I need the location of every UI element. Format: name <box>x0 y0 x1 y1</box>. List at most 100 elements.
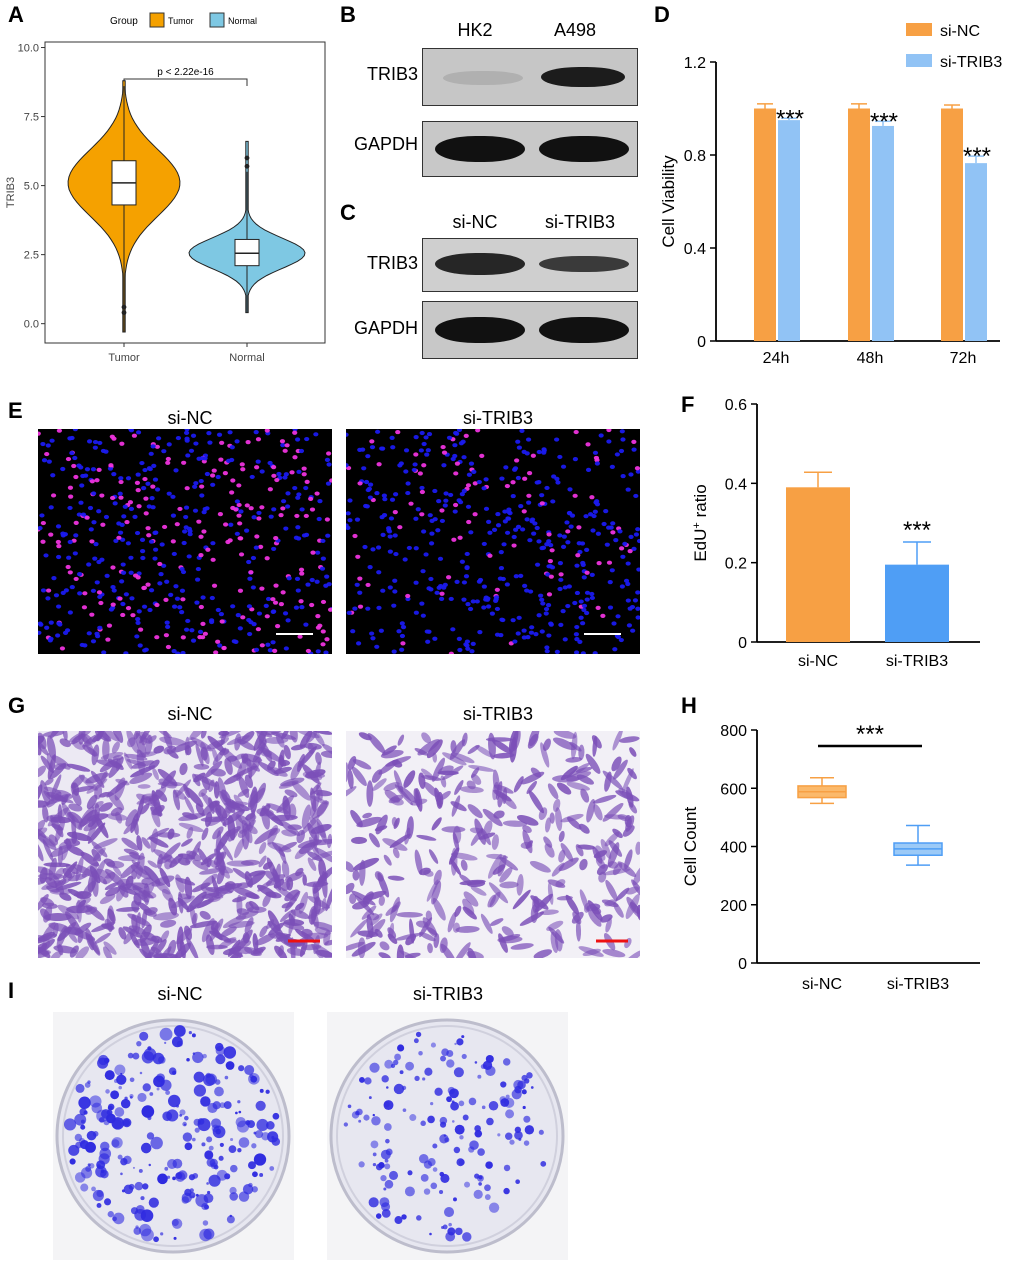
cell-nucleus <box>626 623 633 628</box>
cell-nucleus <box>419 601 425 606</box>
cell-nucleus <box>585 467 592 472</box>
colony <box>453 1067 464 1078</box>
stained-cell <box>374 871 384 882</box>
stained-cell <box>72 785 94 793</box>
stained-cell <box>38 765 46 778</box>
cell-nucleus <box>118 476 124 481</box>
colony <box>229 1186 237 1195</box>
bar-si-nc-24h <box>754 108 776 341</box>
cell-nucleus <box>441 463 447 468</box>
stained-cell <box>46 791 68 803</box>
cell-nucleus <box>505 516 512 521</box>
colony <box>450 1101 459 1111</box>
colony <box>505 1094 510 1099</box>
stained-cell <box>288 913 295 926</box>
cell-nucleus <box>259 643 265 648</box>
stained-cell <box>314 926 332 936</box>
cell-nucleus <box>539 629 545 634</box>
cell-nucleus <box>620 554 626 559</box>
edu-image-si-nc <box>38 429 332 654</box>
cell-nucleus <box>219 619 225 624</box>
cell-nucleus <box>153 547 159 552</box>
y-axis-title: Cell Count <box>681 807 700 887</box>
colony <box>111 1137 123 1149</box>
cell-nucleus <box>217 512 224 517</box>
cell-nucleus <box>477 630 483 635</box>
cell-nucleus <box>415 507 421 512</box>
cell-nucleus <box>190 638 197 643</box>
stained-cell <box>442 765 464 781</box>
cell-nucleus <box>142 467 148 473</box>
stained-cell <box>175 877 196 886</box>
stained-cell <box>185 787 204 808</box>
stained-cell <box>565 757 583 763</box>
outlier-point <box>244 155 250 161</box>
colony <box>78 1138 86 1145</box>
cell-nucleus <box>303 485 309 491</box>
cell-nucleus <box>504 483 510 489</box>
cell-nucleus <box>461 597 467 602</box>
cell-nucleus <box>195 566 201 572</box>
panel-label-d: D <box>654 2 670 27</box>
cell-nucleus <box>464 551 470 557</box>
colony <box>402 1108 407 1112</box>
cell-nucleus <box>600 613 606 618</box>
stained-cell <box>522 825 532 834</box>
stained-cell <box>602 802 624 822</box>
cell-nucleus <box>272 600 279 605</box>
colony <box>474 1061 478 1064</box>
colony <box>416 1215 422 1221</box>
cell-nucleus <box>67 436 73 441</box>
stained-cell <box>55 881 82 891</box>
stained-cell <box>542 738 551 751</box>
cell-nucleus <box>620 473 626 479</box>
stained-cell <box>38 735 45 746</box>
colony <box>237 1100 241 1104</box>
colony <box>110 1090 120 1100</box>
stained-cell <box>157 854 173 865</box>
stained-cell <box>489 891 501 908</box>
stained-cell <box>468 765 495 772</box>
cell-nucleus <box>92 439 99 445</box>
colony <box>219 1102 226 1109</box>
colony <box>202 1220 209 1226</box>
colony <box>249 1074 254 1079</box>
blot-c-row-gapdh: GAPDH <box>353 318 418 338</box>
stained-cell <box>555 879 566 888</box>
stained-cell <box>39 867 48 884</box>
cell-nucleus <box>628 472 634 477</box>
stained-cell <box>115 778 130 786</box>
cell-nucleus <box>174 522 180 527</box>
cell-nucleus <box>247 631 253 637</box>
colony <box>200 1096 211 1107</box>
stained-cell <box>483 820 493 836</box>
cell-nucleus <box>405 481 411 486</box>
colony <box>146 1132 155 1140</box>
stained-cell <box>378 759 399 775</box>
cell-nucleus <box>370 547 376 552</box>
cell-nucleus <box>247 576 253 581</box>
cell-nucleus <box>557 454 563 460</box>
cell-nucleus <box>387 549 393 554</box>
stained-cell <box>282 800 290 811</box>
cell-nucleus <box>66 555 72 560</box>
stained-cell <box>197 848 210 868</box>
colony <box>514 1131 523 1140</box>
legend-swatch-tumor <box>149 12 165 28</box>
stained-cell <box>454 905 462 917</box>
cell-nucleus <box>268 514 274 519</box>
colony <box>116 1074 127 1085</box>
stained-cell <box>298 891 309 914</box>
cell-nucleus <box>237 588 244 593</box>
cell-nucleus <box>567 487 573 492</box>
colony <box>461 1053 467 1059</box>
stained-cell <box>585 753 601 774</box>
cell-nucleus <box>55 633 61 638</box>
cell-nucleus <box>84 467 91 472</box>
stained-cell <box>455 925 480 933</box>
colony <box>106 1109 113 1116</box>
cell-nucleus <box>110 495 116 501</box>
cell-nucleus <box>539 545 545 551</box>
cell-nucleus <box>554 437 560 442</box>
cell-nucleus <box>278 512 284 518</box>
